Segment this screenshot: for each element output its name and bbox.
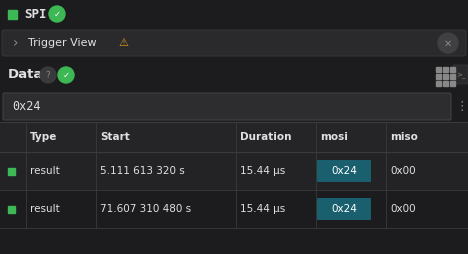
Text: ›: › <box>13 36 19 50</box>
Text: ✓: ✓ <box>63 71 70 80</box>
Text: Type: Type <box>30 132 58 142</box>
Text: Trigger View: Trigger View <box>28 38 96 48</box>
FancyBboxPatch shape <box>453 65 468 84</box>
Text: 15.44 μs: 15.44 μs <box>240 166 285 176</box>
Bar <box>0 60 468 90</box>
Bar <box>443 67 448 72</box>
Text: Data: Data <box>8 69 44 82</box>
Bar <box>450 67 455 72</box>
Text: 5.111 613 320 s: 5.111 613 320 s <box>100 166 185 176</box>
Text: miso: miso <box>390 132 418 142</box>
Bar <box>436 81 441 86</box>
Bar <box>450 81 455 86</box>
Bar <box>450 74 455 79</box>
FancyBboxPatch shape <box>2 30 466 56</box>
Text: ?: ? <box>45 71 51 80</box>
Text: result: result <box>30 204 60 214</box>
FancyBboxPatch shape <box>317 198 371 220</box>
Text: ✓: ✓ <box>53 10 60 19</box>
Bar <box>0 190 468 228</box>
FancyBboxPatch shape <box>317 160 371 182</box>
Text: 0x24: 0x24 <box>331 166 357 176</box>
Text: result: result <box>30 166 60 176</box>
Text: >_: >_ <box>456 72 466 78</box>
Text: 71.607 310 480 s: 71.607 310 480 s <box>100 204 191 214</box>
Text: ⚠: ⚠ <box>118 38 128 48</box>
Bar <box>8 9 17 19</box>
Bar <box>8 205 15 213</box>
Text: 0x00: 0x00 <box>390 204 416 214</box>
FancyBboxPatch shape <box>3 93 451 120</box>
Bar <box>436 74 441 79</box>
Text: 0x00: 0x00 <box>390 166 416 176</box>
Text: SPI: SPI <box>24 8 46 21</box>
Text: 0x24: 0x24 <box>12 100 41 113</box>
Circle shape <box>49 6 65 22</box>
Circle shape <box>40 67 56 83</box>
Circle shape <box>438 33 458 53</box>
Bar <box>0 0 468 28</box>
Bar <box>443 81 448 86</box>
Text: ✕: ✕ <box>444 39 452 49</box>
Text: 0x24: 0x24 <box>331 204 357 214</box>
Bar <box>0 152 468 190</box>
Text: Duration: Duration <box>240 132 292 142</box>
Bar <box>436 67 441 72</box>
Text: ⋮: ⋮ <box>456 100 468 113</box>
Bar <box>443 74 448 79</box>
Text: mosi: mosi <box>320 132 348 142</box>
Bar <box>0 122 468 152</box>
Circle shape <box>58 67 74 83</box>
Bar <box>8 167 15 174</box>
Text: 15.44 μs: 15.44 μs <box>240 204 285 214</box>
Text: Start: Start <box>100 132 130 142</box>
